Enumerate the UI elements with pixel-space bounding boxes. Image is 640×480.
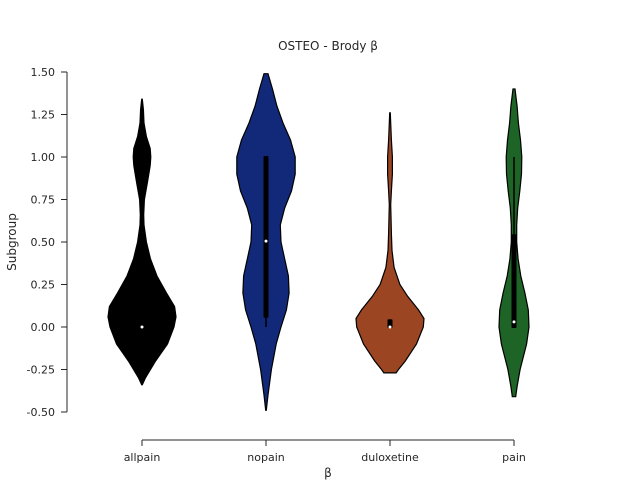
violin-duloxetine <box>355 112 425 374</box>
iqr-box-pain <box>511 234 517 328</box>
iqr-box-duloxetine <box>387 319 393 328</box>
x-tick-label-allpain: allpain <box>124 451 161 464</box>
y-tick-label: 0.50 <box>31 236 56 249</box>
x-axis-title: β <box>324 466 332 480</box>
y-tick-label: -0.50 <box>27 406 55 419</box>
y-tick-label: 1.00 <box>31 151 56 164</box>
median-dot-nopain <box>264 239 268 243</box>
median-dot-allpain <box>140 325 144 329</box>
violin-allpain <box>107 98 177 386</box>
x-tick-label-nopain: nopain <box>247 451 284 464</box>
y-tick-label: 0.00 <box>31 321 56 334</box>
y-ticks: -0.50 -0.25 0.00 0.25 0.50 0.75 1.00 1.25 1.50 <box>27 66 67 419</box>
y-tick-label: 0.75 <box>31 194 56 207</box>
y-tick-label: 1.50 <box>31 66 56 79</box>
x-tick-label-duloxetine: duloxetine <box>361 451 419 464</box>
median-dot-pain <box>512 320 516 324</box>
x-tick-label-pain: pain <box>502 451 526 464</box>
chart-title: OSTEO - Brody β <box>278 39 378 53</box>
y-tick-label: 0.25 <box>31 279 56 292</box>
median-dot-duloxetine <box>388 325 392 329</box>
y-tick-label: 1.25 <box>31 109 56 122</box>
violins <box>107 73 530 411</box>
y-axis-title: Subgroup <box>5 213 19 271</box>
x-ticks: allpain nopain duloxetine pain <box>124 440 526 464</box>
y-tick-label: -0.25 <box>27 364 55 377</box>
iqr-box-nopain <box>263 156 269 318</box>
